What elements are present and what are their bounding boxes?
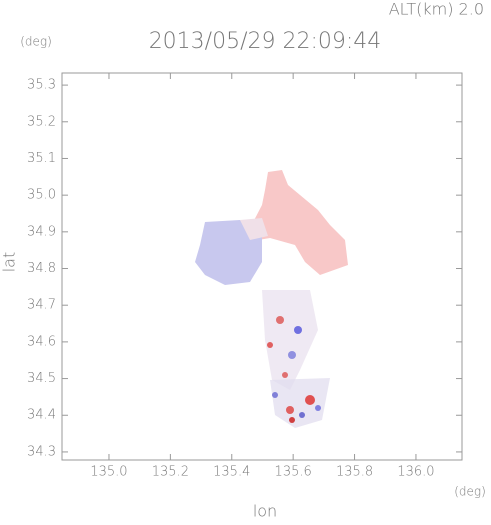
y-unit: (deg) [20, 35, 52, 49]
x-unit: (deg) [454, 485, 486, 499]
echo-cell [294, 326, 302, 334]
y-tick-label: 34.9 [27, 224, 56, 239]
chart-title: 2013/05/29 22:09:44 [149, 29, 382, 54]
y-tick-label: 34.7 [27, 298, 56, 313]
echo-mixed [240, 218, 268, 240]
echo-field [195, 170, 348, 428]
echo-cell [305, 395, 315, 405]
y-label: lat [0, 252, 19, 273]
y-tick-label: 34.5 [27, 371, 56, 386]
y-tick-label: 34.6 [27, 334, 56, 349]
x-tick-label: 135.2 [152, 465, 189, 480]
echo-cell [288, 351, 296, 359]
y-tick-label: 34.8 [27, 261, 56, 276]
x-label: lon [253, 502, 277, 521]
y-tick-label: 34.3 [27, 444, 56, 459]
y-tick-label: 35.2 [27, 114, 56, 129]
echo-scatter [262, 290, 318, 390]
x-tick-label: 135.6 [275, 465, 312, 480]
altitude: ALT(km) 2.0 [389, 0, 484, 19]
y-tick-label: 35.3 [27, 78, 56, 93]
x-tick-label: 135.0 [90, 465, 127, 480]
x-tick-label: 135.4 [213, 465, 250, 480]
echo-negative [195, 220, 262, 285]
echo-positive [250, 170, 348, 275]
plot-frame [61, 72, 463, 461]
echo-cell [299, 412, 305, 418]
echo-cell [276, 316, 284, 324]
echo-scatter [270, 378, 330, 428]
echo-cell [286, 406, 294, 414]
echo-cell [289, 417, 295, 423]
x-tick-label: 136.0 [397, 465, 434, 480]
echo-cell [267, 342, 273, 348]
echo-cell [272, 392, 278, 398]
y-tick-label: 35.0 [27, 188, 56, 203]
echo-cell [315, 405, 321, 411]
y-tick-label: 35.1 [27, 151, 56, 166]
x-tick-label: 135.8 [336, 465, 373, 480]
y-tick-label: 34.4 [27, 408, 56, 423]
echo-cell [282, 372, 288, 378]
